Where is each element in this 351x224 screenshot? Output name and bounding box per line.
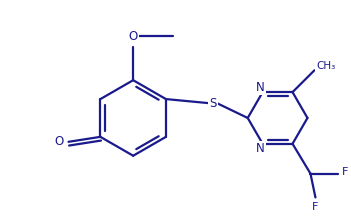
Text: S: S (209, 97, 217, 110)
Text: N: N (256, 81, 265, 94)
Text: O: O (128, 30, 138, 43)
Text: N: N (256, 142, 265, 155)
Text: CH₃: CH₃ (317, 61, 336, 71)
Text: F: F (342, 167, 349, 177)
Text: F: F (312, 202, 319, 212)
Text: O: O (54, 135, 63, 148)
